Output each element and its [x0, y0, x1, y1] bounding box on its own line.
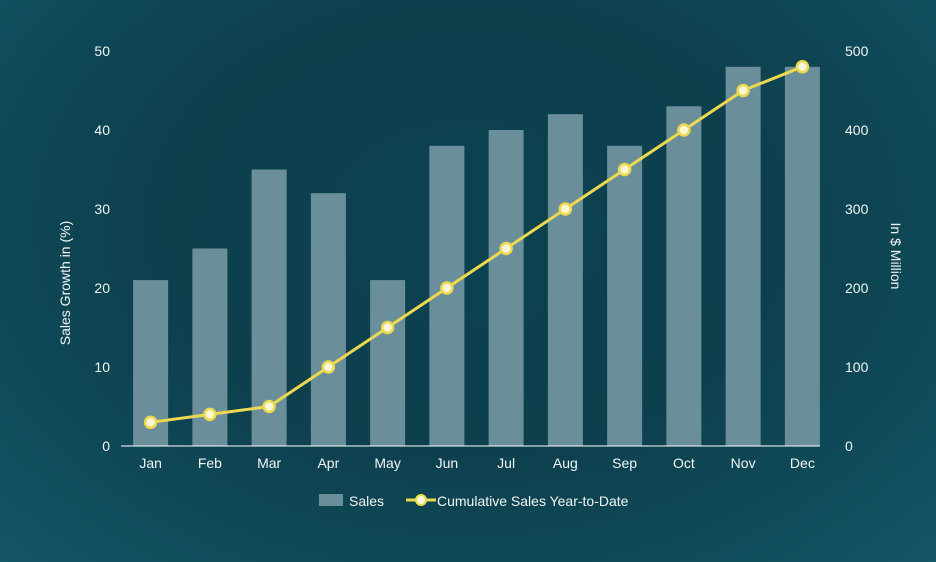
x-tick-oct: Oct — [673, 455, 695, 471]
y-right-tick-200: 200 — [845, 280, 869, 296]
y-right-tick-100: 100 — [845, 359, 869, 375]
y-left-tick-50: 50 — [94, 43, 110, 59]
x-tick-labels: Jan Feb Mar Apr May Jun Jul Aug Sep Oct Nov Dec — [139, 455, 814, 471]
cumulative-point-may — [380, 320, 395, 335]
cumulative-point-nov — [736, 83, 750, 98]
y-left-tick-40: 40 — [94, 122, 110, 138]
x-tick-apr: Apr — [317, 455, 339, 471]
cumulative-point-feb — [203, 407, 217, 422]
cumulative-point-sep — [617, 162, 632, 177]
legend-sales-label: Sales — [349, 493, 384, 509]
y-left-tick-10: 10 — [94, 359, 110, 375]
legend-cumulative-marker — [415, 494, 427, 506]
sales-bar-may — [370, 280, 406, 446]
y-axis-right-title: In $ Million — [888, 223, 904, 290]
x-tick-aug: Aug — [553, 455, 578, 471]
sales-bar-aug — [547, 114, 583, 446]
y-left-tick-labels: 0 10 20 30 40 50 — [94, 43, 110, 454]
cumulative-point-jan — [143, 415, 158, 430]
cumulative-point-dec — [795, 60, 810, 74]
cumulative-point-mar — [262, 399, 276, 414]
legend: Sales Cumulative Sales Year-to-Date — [319, 493, 629, 509]
sales-bar-apr — [310, 193, 346, 446]
cumulative-point-aug — [558, 202, 573, 216]
x-tick-feb: Feb — [198, 455, 222, 471]
legend-sales-swatch — [319, 494, 343, 506]
sales-bar-jul — [488, 130, 524, 446]
y-right-tick-0: 0 — [845, 438, 853, 454]
cumulative-point-apr — [321, 360, 336, 374]
sales-bar-oct — [666, 106, 702, 447]
x-tick-jul: Jul — [497, 455, 515, 471]
cumulative-line — [150, 65, 803, 424]
y-left-tick-20: 20 — [94, 280, 110, 296]
x-tick-dec: Dec — [790, 455, 815, 471]
bars-group — [133, 66, 820, 447]
x-tick-jun: Jun — [436, 455, 459, 471]
cumulative-point-jun — [440, 281, 454, 295]
cumulative-point-oct — [677, 123, 691, 137]
sales-bar-dec — [784, 66, 820, 447]
y-right-tick-500: 500 — [845, 43, 869, 59]
x-tick-mar: Mar — [257, 455, 281, 471]
sales-bar-nov — [725, 66, 761, 447]
y-left-tick-0: 0 — [102, 438, 110, 454]
legend-cumulative-label: Cumulative Sales Year-to-Date — [437, 493, 629, 509]
sales-bar-sep — [607, 145, 643, 447]
x-tick-nov: Nov — [731, 455, 756, 471]
y-axis-left-title: Sales Growth in (%) — [57, 221, 73, 345]
x-tick-jan: Jan — [139, 455, 162, 471]
y-left-tick-30: 30 — [94, 201, 110, 217]
cumulative-points — [143, 60, 810, 430]
y-right-tick-300: 300 — [845, 201, 869, 217]
y-right-tick-labels: 0 100 200 300 400 500 — [845, 43, 869, 454]
y-right-tick-400: 400 — [845, 122, 869, 138]
cumulative-point-jul — [499, 241, 513, 256]
x-tick-sep: Sep — [612, 455, 637, 471]
x-tick-may: May — [374, 455, 400, 471]
